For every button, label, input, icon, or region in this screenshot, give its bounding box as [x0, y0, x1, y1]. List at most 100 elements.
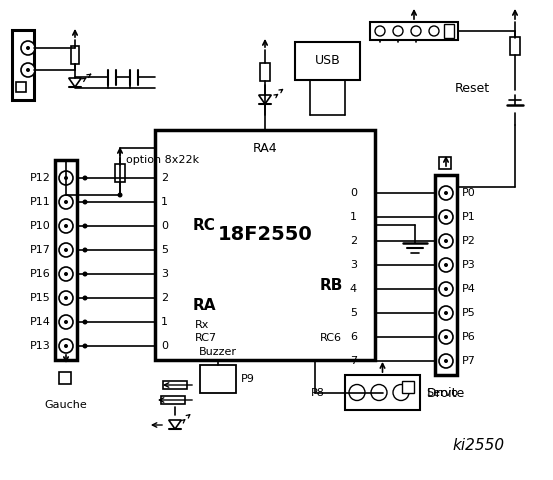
Text: 5: 5: [350, 308, 357, 318]
Circle shape: [439, 210, 453, 224]
Circle shape: [64, 344, 68, 348]
Circle shape: [59, 171, 73, 185]
Circle shape: [439, 234, 453, 248]
Bar: [12, 30, 34, 100]
Circle shape: [444, 287, 448, 291]
Circle shape: [444, 239, 448, 243]
Circle shape: [59, 243, 73, 257]
Text: 4: 4: [350, 284, 357, 294]
Text: P16: P16: [30, 269, 51, 279]
Bar: [402, 381, 414, 393]
Text: RB: RB: [320, 277, 343, 292]
Circle shape: [64, 176, 68, 180]
Text: 1: 1: [161, 197, 168, 207]
Text: Gauche: Gauche: [45, 400, 87, 410]
Text: RC: RC: [193, 217, 216, 232]
Bar: [370, 22, 458, 40]
Text: P5: P5: [462, 308, 476, 318]
Circle shape: [64, 296, 68, 300]
Circle shape: [371, 384, 387, 400]
Text: P13: P13: [30, 341, 51, 351]
Circle shape: [439, 282, 453, 296]
Bar: [59, 372, 71, 384]
Circle shape: [439, 330, 453, 344]
Bar: [435, 175, 457, 375]
Text: P1: P1: [462, 212, 476, 222]
Bar: [444, 24, 454, 38]
Text: Rx: Rx: [195, 320, 210, 330]
Text: USB: USB: [315, 55, 341, 68]
Text: Reset: Reset: [455, 82, 490, 95]
Text: P4: P4: [462, 284, 476, 294]
Bar: [510, 37, 520, 55]
Text: ki2550: ki2550: [453, 437, 505, 453]
Circle shape: [59, 315, 73, 329]
Text: 3: 3: [161, 269, 168, 279]
Circle shape: [59, 195, 73, 209]
Circle shape: [439, 258, 453, 272]
Bar: [161, 396, 185, 404]
Circle shape: [349, 384, 365, 400]
Text: RC6: RC6: [320, 333, 342, 343]
Bar: [260, 63, 270, 81]
Circle shape: [59, 267, 73, 281]
Circle shape: [82, 176, 87, 180]
Circle shape: [117, 192, 123, 197]
Text: P8: P8: [311, 387, 325, 397]
Text: Droite: Droite: [427, 387, 465, 400]
Circle shape: [393, 26, 403, 36]
Circle shape: [444, 263, 448, 267]
Text: P3: P3: [462, 260, 476, 270]
Circle shape: [82, 296, 87, 300]
Circle shape: [82, 344, 87, 348]
Circle shape: [64, 200, 68, 204]
Text: P6: P6: [462, 332, 476, 342]
Circle shape: [439, 306, 453, 320]
Text: Buzzer: Buzzer: [199, 347, 237, 357]
Circle shape: [21, 63, 35, 77]
Text: P14: P14: [30, 317, 51, 327]
Circle shape: [59, 339, 73, 353]
Text: 0: 0: [350, 188, 357, 198]
Bar: [155, 130, 375, 360]
Circle shape: [59, 219, 73, 233]
Bar: [16, 82, 26, 92]
Text: P2: P2: [462, 236, 476, 246]
Circle shape: [64, 224, 68, 228]
Circle shape: [393, 384, 409, 400]
Bar: [200, 365, 236, 393]
Circle shape: [82, 200, 87, 204]
Text: RC7: RC7: [195, 333, 217, 343]
Circle shape: [444, 335, 448, 339]
Circle shape: [26, 68, 30, 72]
Text: P0: P0: [462, 188, 476, 198]
Bar: [345, 375, 420, 410]
Text: 1: 1: [350, 212, 357, 222]
Bar: [55, 160, 77, 360]
Circle shape: [411, 26, 421, 36]
Circle shape: [375, 26, 385, 36]
Text: 0: 0: [161, 221, 168, 231]
Text: P10: P10: [30, 221, 51, 231]
Circle shape: [82, 320, 87, 324]
Circle shape: [64, 248, 68, 252]
Circle shape: [444, 191, 448, 195]
Circle shape: [82, 224, 87, 228]
Circle shape: [444, 359, 448, 363]
Text: 7: 7: [350, 356, 357, 366]
Bar: [115, 164, 125, 182]
Polygon shape: [69, 78, 81, 87]
Bar: [163, 381, 187, 389]
Bar: [295, 42, 360, 80]
Text: 18F2550: 18F2550: [218, 226, 312, 244]
Circle shape: [82, 272, 87, 276]
Text: P11: P11: [30, 197, 51, 207]
Text: 3: 3: [350, 260, 357, 270]
Circle shape: [64, 272, 68, 276]
Text: 2: 2: [161, 293, 168, 303]
Text: 6: 6: [350, 332, 357, 342]
Circle shape: [439, 186, 453, 200]
Text: P7: P7: [462, 356, 476, 366]
Polygon shape: [259, 95, 272, 104]
Text: P17: P17: [30, 245, 51, 255]
